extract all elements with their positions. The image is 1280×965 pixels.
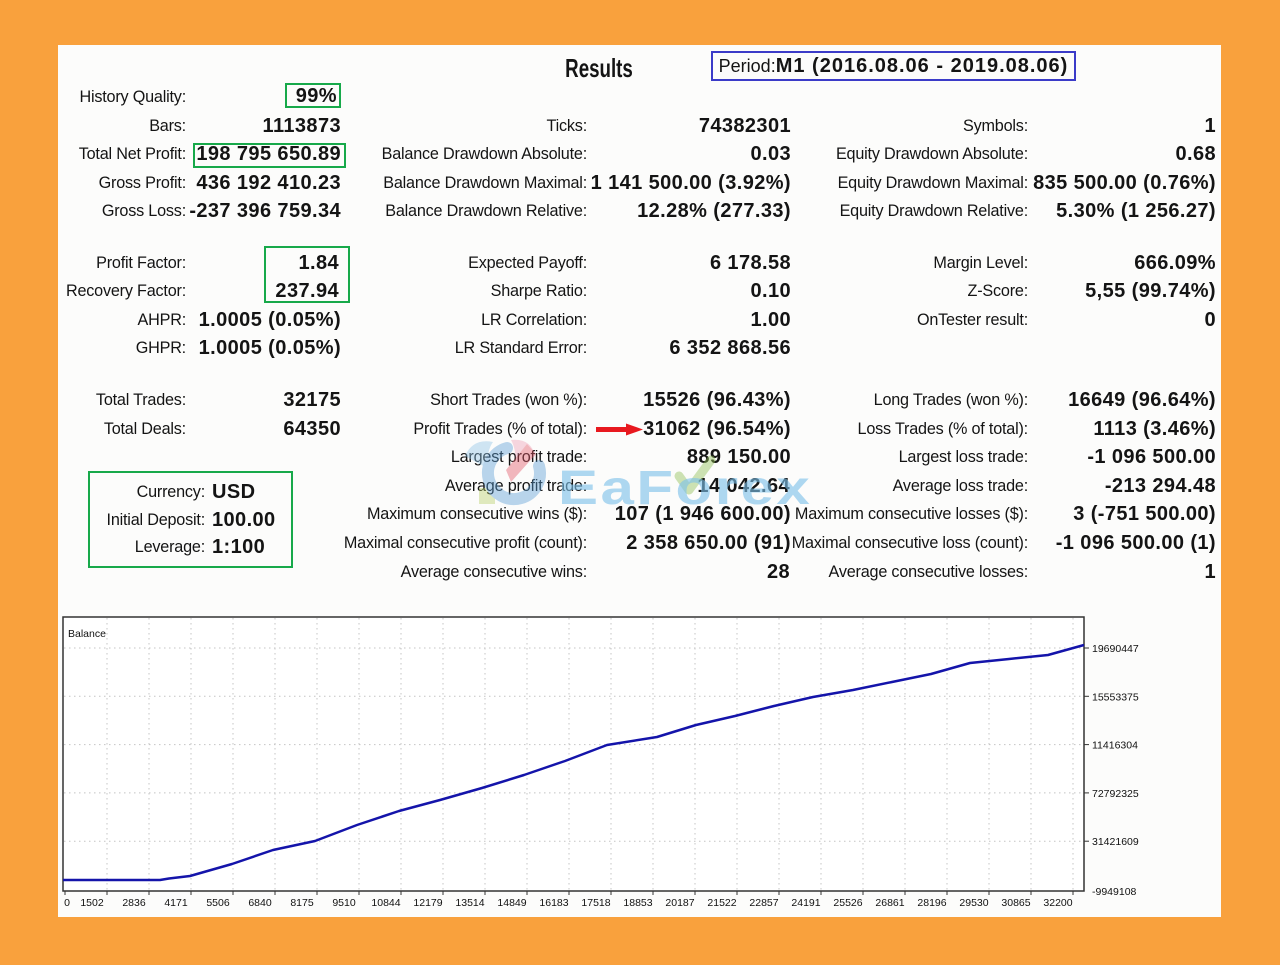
svg-text:12179: 12179 <box>413 897 442 909</box>
svg-text:20187: 20187 <box>665 897 694 909</box>
svg-text:0: 0 <box>64 897 70 909</box>
svg-text:72792325: 72792325 <box>1092 788 1139 800</box>
svg-text:19690447: 19690447 <box>1092 643 1139 655</box>
svg-text:24191: 24191 <box>791 897 820 909</box>
svg-text:28196: 28196 <box>917 897 946 909</box>
svg-text:4171: 4171 <box>164 897 188 909</box>
svg-text:1502: 1502 <box>80 897 104 909</box>
svg-text:16183: 16183 <box>539 897 568 909</box>
svg-text:17518: 17518 <box>581 897 610 909</box>
svg-text:22857: 22857 <box>749 897 778 909</box>
svg-text:18853: 18853 <box>623 897 652 909</box>
svg-text:30865: 30865 <box>1001 897 1030 909</box>
svg-text:29530: 29530 <box>959 897 988 909</box>
svg-text:25526: 25526 <box>833 897 862 909</box>
svg-text:13514: 13514 <box>455 897 484 909</box>
svg-text:32200: 32200 <box>1043 897 1072 909</box>
svg-text:15553375: 15553375 <box>1092 691 1139 703</box>
svg-text:9510: 9510 <box>332 897 356 909</box>
svg-text:14849: 14849 <box>497 897 526 909</box>
svg-text:21522: 21522 <box>707 897 736 909</box>
svg-text:5506: 5506 <box>206 897 230 909</box>
svg-text:11416304: 11416304 <box>1092 740 1138 752</box>
svg-text:-9949108: -9949108 <box>1092 886 1137 898</box>
svg-text:Balance: Balance <box>68 628 106 640</box>
svg-text:6840: 6840 <box>248 897 272 909</box>
svg-text:10844: 10844 <box>371 897 400 909</box>
svg-text:2836: 2836 <box>122 897 146 909</box>
svg-text:26861: 26861 <box>875 897 904 909</box>
svg-text:31421609: 31421609 <box>1092 836 1139 848</box>
svg-text:8175: 8175 <box>290 897 314 909</box>
